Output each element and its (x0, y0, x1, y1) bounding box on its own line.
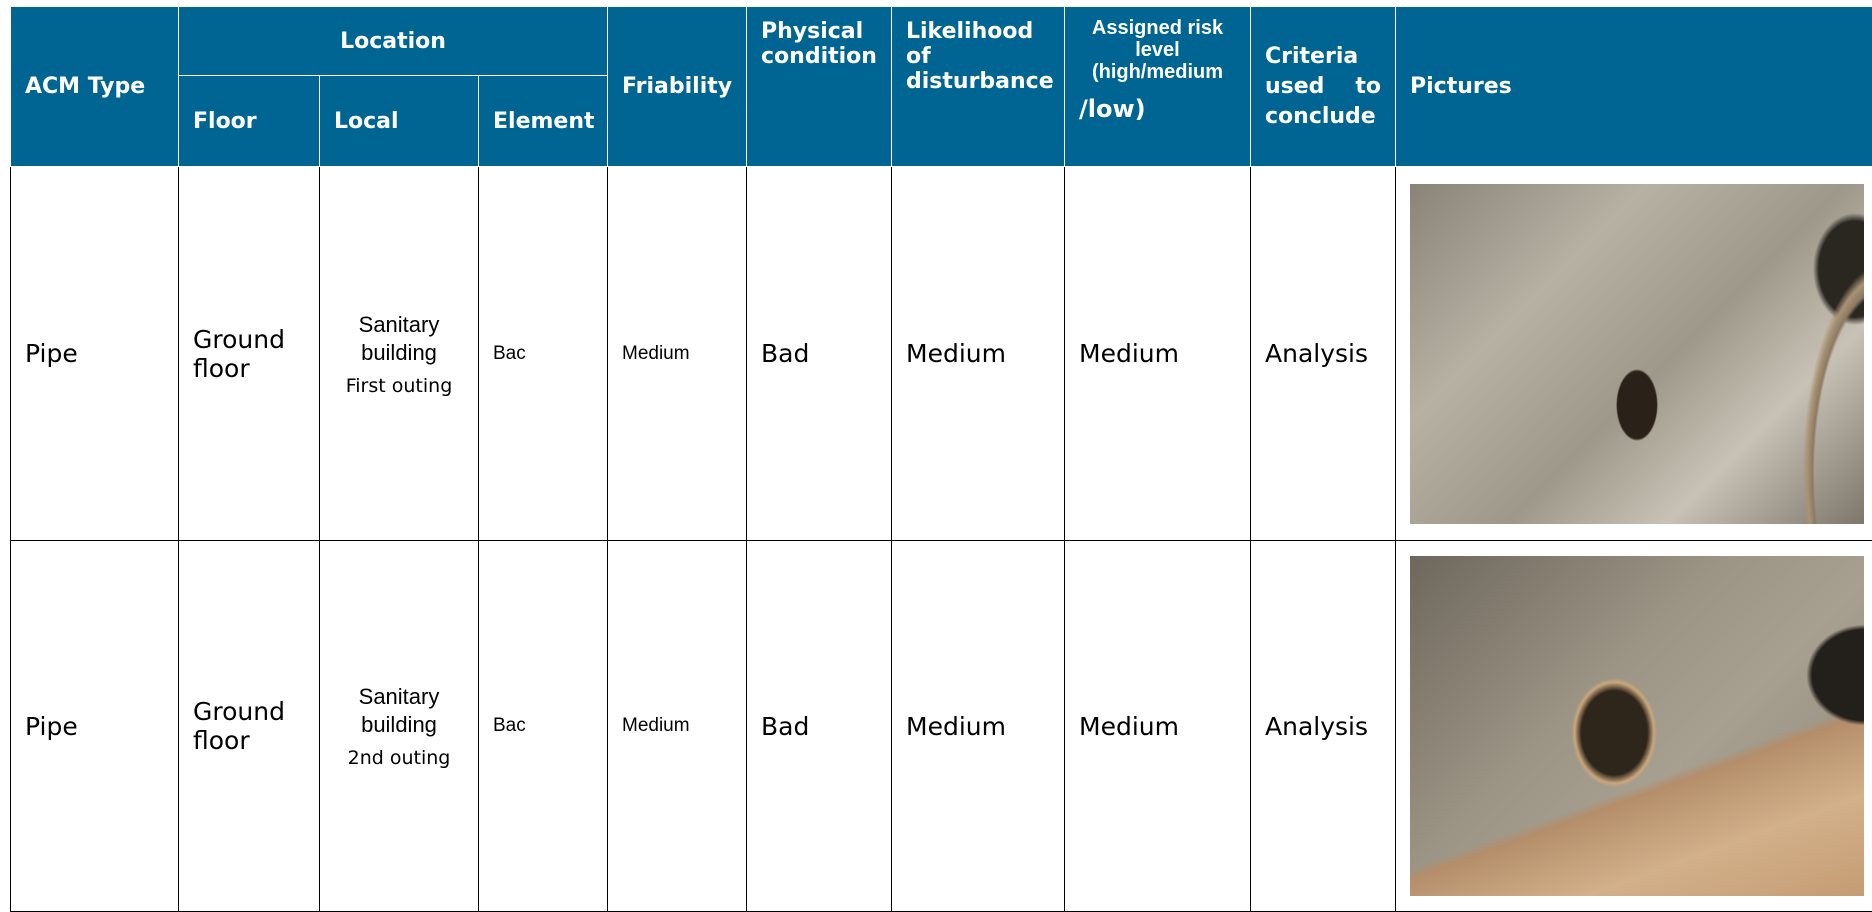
cell-text: First outing (334, 375, 464, 397)
header-cell: Local (320, 76, 479, 167)
picture-cell (1396, 167, 1872, 541)
header-cell: Location (179, 7, 608, 76)
header-cell: Likelihood of disturbance (892, 7, 1065, 167)
header-text: /low) (1079, 95, 1236, 123)
cell: Medium (892, 541, 1065, 912)
header-cell: Assigned risk level (high/medium /low) (1065, 7, 1251, 167)
cell: Bac (479, 541, 608, 912)
header-text: Assigned risk level (high/medium (1079, 17, 1236, 83)
cell: Analysis (1251, 541, 1396, 912)
cell: Bad (747, 541, 892, 912)
cell: Bad (747, 167, 892, 541)
cell-text: Sanitary building (334, 311, 464, 367)
picture-cell (1396, 541, 1872, 912)
cell: Sanitary building First outing (320, 167, 479, 541)
header-cell: Pictures (1396, 7, 1872, 167)
header-cell: Floor (179, 76, 320, 167)
cell: Pipe (11, 167, 179, 541)
header-cell: Physical condition (747, 7, 892, 167)
cell-text: 2nd outing (334, 747, 464, 769)
header-cell: ACM Type (11, 7, 179, 167)
cell: Ground floor (179, 167, 320, 541)
header-cell: Element (479, 76, 608, 167)
photo (1410, 184, 1864, 524)
cell: Analysis (1251, 167, 1396, 541)
cell: Pipe (11, 541, 179, 912)
cell: Medium (892, 167, 1065, 541)
cell-text: Sanitary building (334, 683, 464, 739)
photo (1410, 556, 1864, 896)
cell: Sanitary building 2nd outing (320, 541, 479, 912)
cell: Medium (608, 541, 747, 912)
header-cell: Friability (608, 7, 747, 167)
header-cell: Criteria used to conclude (1251, 7, 1396, 167)
cell: Bac (479, 167, 608, 541)
cell: Ground floor (179, 541, 320, 912)
cell: Medium (1065, 541, 1251, 912)
acm-table: ACM Type Location Friability Physical co… (10, 6, 1872, 912)
cell: Medium (608, 167, 747, 541)
cell: Medium (1065, 167, 1251, 541)
header-row: ACM Type Location Friability Physical co… (11, 7, 1872, 76)
